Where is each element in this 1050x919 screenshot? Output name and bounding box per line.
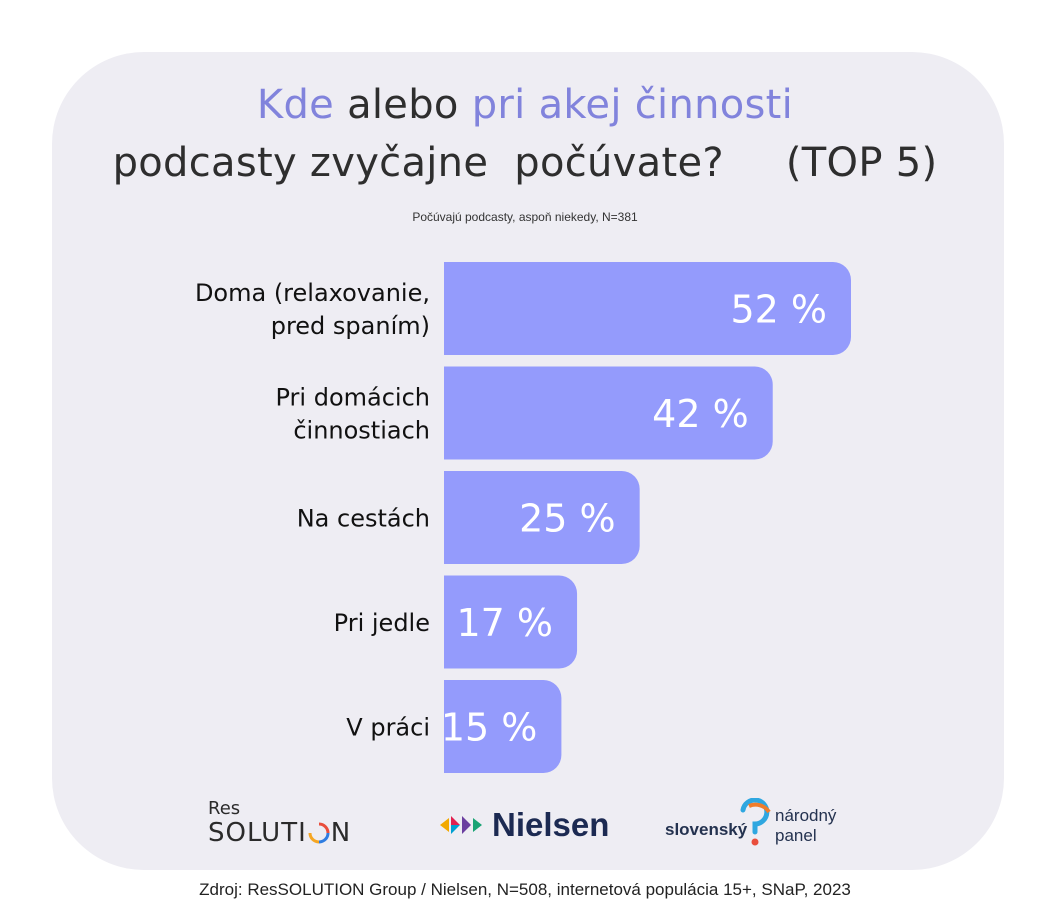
- bar: [444, 366, 773, 460]
- source-footer: Zdroj: ResSOLUTION Group / Nielsen, N=50…: [199, 880, 851, 899]
- ressolution-logo-big: SOLUTI: [208, 818, 307, 848]
- ressolution-o-icon: [308, 822, 330, 844]
- title-top5: (TOP 5): [785, 140, 938, 186]
- bar: [444, 471, 640, 564]
- snp-logo-left: slovenský: [665, 820, 748, 839]
- bar-value-label: 17 %: [457, 601, 554, 645]
- category-label: Doma (relaxovanie,: [195, 279, 430, 307]
- category-label: Pri jedle: [334, 609, 430, 637]
- title-word-alebo: alebo: [334, 82, 472, 128]
- nielsen-logo: Nielsen: [440, 806, 609, 844]
- snp-logo-right: národný panel: [775, 806, 836, 846]
- chart-title-line2: podcasty zvyčajne počúvate? (TOP 5): [0, 140, 1050, 186]
- snp-logo: slovenský národný panel: [665, 798, 855, 858]
- category-label: pred spaním): [271, 312, 430, 340]
- snp-logo-right-1: národný: [775, 806, 837, 825]
- snp-logo-right-2: panel: [775, 826, 817, 845]
- bar-value-label: 25 %: [519, 497, 616, 541]
- title-word-cinnosti: pri akej činnosti: [471, 82, 794, 128]
- ressolution-logo-end: N: [330, 818, 352, 848]
- bar: [444, 262, 851, 355]
- bar: [444, 575, 578, 669]
- bar: [444, 680, 562, 773]
- bar-value-label: 15 %: [441, 706, 538, 750]
- category-label: Na cestách: [297, 505, 430, 533]
- title-question: podcasty zvyčajne počúvate?: [112, 140, 724, 186]
- nielsen-wordmark: Nielsen: [492, 806, 610, 843]
- ressolution-logo: Res SOLUTI N: [208, 798, 352, 849]
- category-label: Pri domácich: [276, 384, 431, 412]
- chart-title-line1: Kde alebo pri akej činnosti: [0, 82, 1050, 128]
- bar-value-label: 52 %: [730, 288, 827, 332]
- category-label: činnostiach: [293, 417, 430, 445]
- snp-question-icon: [740, 798, 771, 846]
- chart-subtitle: Počúvajú podcasty, aspoň niekedy, N=381: [412, 210, 638, 224]
- ressolution-logo-small: Res: [208, 798, 241, 819]
- category-label: V práci: [346, 714, 430, 742]
- logo-row: Res SOLUTI N Nielsen slovenský národný pan…: [0, 798, 1050, 858]
- nielsen-mark-icon: [440, 816, 482, 834]
- bar-value-label: 42 %: [652, 392, 749, 436]
- title-word-kde: Kde: [256, 82, 335, 128]
